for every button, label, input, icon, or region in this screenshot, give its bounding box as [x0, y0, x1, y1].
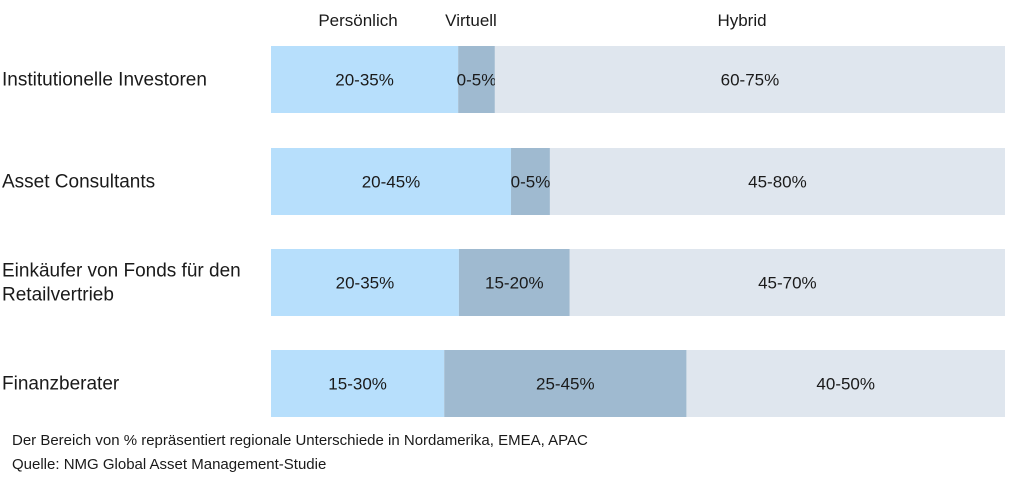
data-label: 0-5%: [457, 71, 497, 90]
category-label: Institutionelle Investoren: [2, 70, 207, 91]
data-label: 20-45%: [362, 173, 421, 192]
bar-segment-pers-nlich: [271, 148, 512, 215]
data-label: 45-70%: [758, 274, 817, 293]
category-label: Einkäufer von Fonds für den Retailvertrie…: [2, 261, 241, 306]
chart-rows: Institutionelle Investoren 20-35% 0-5% 60-7…: [2, 46, 1005, 417]
category-label: Asset Consultants: [2, 172, 155, 193]
data-label: 60-75%: [721, 71, 780, 90]
legend-label-virtuell: Virtuell: [445, 11, 497, 30]
bar-segment-virtuell: [511, 148, 550, 215]
bar-segment-hybrid: [549, 148, 1005, 215]
bar-segment-pers-nlich: [271, 46, 459, 113]
source-note: Quelle: NMG Global Asset Management-Stud…: [12, 456, 327, 473]
data-label: 45-80%: [748, 173, 807, 192]
bar-row: Institutionelle Investoren 20-35% 0-5% 60-7…: [2, 46, 1005, 113]
bar-segment-hybrid: [494, 46, 1005, 113]
data-label: 0-5%: [511, 173, 551, 192]
bar-segment-pers-nlich: [271, 350, 445, 417]
bar-segment-hybrid: [686, 350, 1005, 417]
data-label: 15-20%: [485, 274, 544, 293]
legend-label-pers-nlich: Persönlich: [318, 11, 397, 30]
data-label: 40-50%: [816, 375, 875, 394]
bar-row: Einkäufer von Fonds für den Retailvertrie…: [2, 249, 1005, 316]
data-label: 20-35%: [335, 71, 394, 90]
legend: Persönlich Virtuell Hybrid: [318, 11, 766, 30]
data-label: 20-35%: [336, 274, 395, 293]
bar-segment-virtuell: [458, 46, 495, 113]
bar-segment-virtuell: [444, 350, 687, 417]
bar-segment-pers-nlich: [271, 249, 459, 316]
data-label: 25-45%: [536, 375, 595, 394]
range-note: Der Bereich von % repräsentiert regional…: [12, 432, 588, 449]
bar-segment-virtuell: [458, 249, 570, 316]
category-label: Finanzberater: [2, 374, 120, 395]
data-label: 15-30%: [328, 375, 387, 394]
legend-label-hybrid: Hybrid: [717, 11, 766, 30]
bar-row: Asset Consultants 20-45% 0-5% 45-80%: [2, 148, 1005, 215]
bar-segment-hybrid: [569, 249, 1005, 316]
bar-row: Finanzberater 15-30% 25-45% 40-50%: [2, 350, 1005, 417]
